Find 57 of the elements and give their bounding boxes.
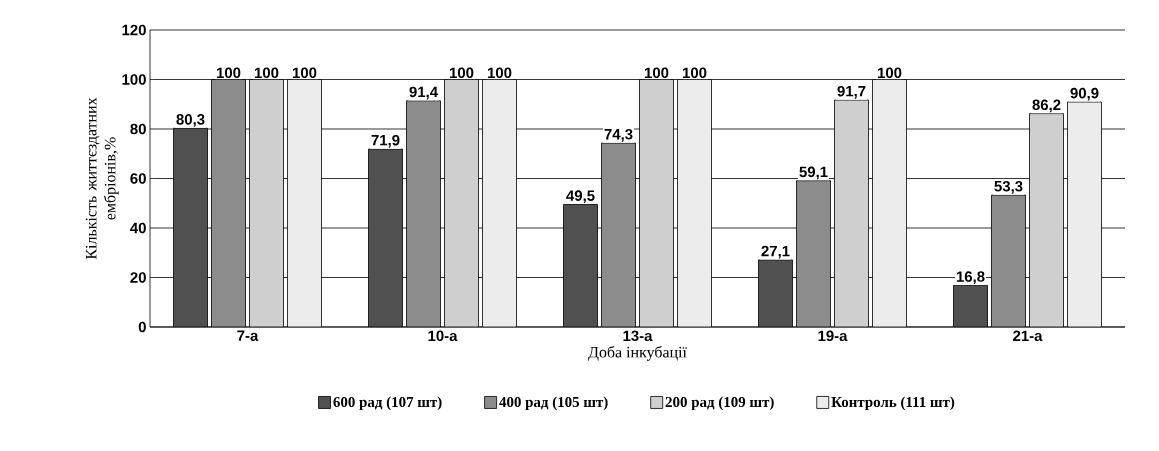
x-tick-label: 10-а [428, 330, 458, 342]
legend-label: 200 рад (109 шт) [665, 396, 774, 411]
bar [677, 79, 712, 327]
y-tick-label: 100 [122, 74, 146, 85]
data-label: 100 [682, 67, 707, 79]
data-label: 59,1 [799, 166, 828, 180]
data-label: 90,9 [1070, 87, 1099, 101]
data-label: 100 [644, 67, 669, 79]
y-tick-label: 120 [122, 24, 146, 36]
data-label: 74,3 [604, 128, 633, 142]
data-label: 86,2 [1032, 99, 1061, 113]
data-label: 91,4 [409, 86, 438, 100]
data-label: 16,8 [956, 271, 985, 285]
bar [796, 180, 831, 327]
data-label: 27,1 [761, 245, 790, 259]
y-tick-label: 60 [130, 173, 146, 184]
legend-label: 400 рад (105 шт) [499, 396, 608, 411]
x-axis-title: Доба інкубації [588, 345, 687, 361]
data-label: 80,3 [176, 114, 205, 127]
legend-label: Контроль (111 шт) [831, 396, 955, 411]
legend-label: 600 рад (107 шт) [333, 396, 442, 411]
x-tick-label: 19-а [818, 330, 848, 342]
y-tick-label: 20 [130, 272, 146, 283]
x-tick-label: 21-а [1013, 330, 1043, 342]
data-label: 49,5 [566, 190, 595, 204]
bar [211, 79, 246, 327]
data-label: 100 [292, 67, 317, 79]
bar [758, 259, 793, 327]
bar [1029, 113, 1064, 327]
data-label: 100 [449, 67, 474, 79]
bar [482, 79, 517, 327]
bar [601, 142, 636, 327]
x-tick-label: 7-а [237, 330, 259, 341]
y-tick-label: 0 [138, 321, 146, 333]
y-axis-title: Кількість життєздатних ембріонів,% [85, 97, 119, 260]
data-label: 100 [877, 67, 902, 79]
bar [444, 79, 479, 327]
bar [639, 79, 674, 327]
bar [834, 99, 869, 327]
bar [872, 79, 907, 327]
x-tick-label: 13-а [623, 330, 653, 342]
bar [1067, 101, 1102, 327]
data-label: 100 [216, 67, 241, 79]
bar [173, 127, 208, 327]
data-label: 100 [254, 67, 279, 79]
data-label: 91,7 [837, 85, 866, 99]
data-label: 100 [487, 67, 512, 79]
y-tick-label: 40 [130, 222, 146, 234]
bar [368, 148, 403, 327]
y-tick-label: 80 [130, 123, 146, 135]
bar [287, 79, 322, 327]
data-label: 71,9 [371, 134, 400, 148]
bar [406, 100, 441, 327]
data-label: 53,3 [994, 180, 1023, 194]
bar [249, 79, 284, 327]
bar [991, 194, 1026, 327]
bar [563, 204, 598, 327]
